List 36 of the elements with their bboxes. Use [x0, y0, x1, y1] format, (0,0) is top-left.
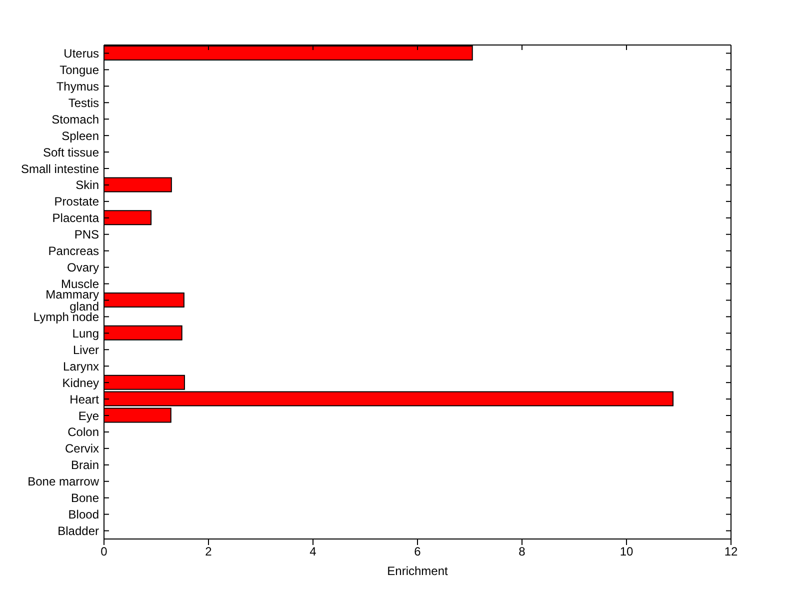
y-tick-label: Heart	[70, 392, 100, 406]
x-axis-title: Enrichment	[387, 564, 449, 578]
x-tick-label: 4	[310, 544, 317, 559]
x-tick-label: 10	[620, 544, 634, 559]
y-tick-label: Blood	[68, 508, 99, 522]
y-tick-label: Placenta	[52, 211, 100, 226]
y-tick-label: Eye	[78, 408, 100, 423]
y-tick-label: Skin	[76, 178, 99, 192]
x-tick-label: 2	[205, 544, 212, 559]
x-tick-label: 8	[518, 544, 526, 559]
y-tick-label: Thymus	[56, 79, 99, 94]
x-tick-label: 0	[100, 544, 108, 559]
y-tick-label: Uterus	[64, 46, 99, 60]
y-tick-label: Cervix	[64, 442, 99, 456]
y-tick-label: Prostate	[54, 194, 100, 209]
x-tick-label: 6	[414, 544, 422, 559]
y-tick-label: Ovary	[66, 260, 99, 275]
y-tick-label: Bone	[70, 491, 100, 506]
y-tick-label: Brain	[70, 458, 99, 472]
x-tick-label: 12	[724, 544, 738, 559]
y-tick-label: Larynx	[62, 359, 99, 374]
y-tick-label: Bone marrow	[28, 474, 100, 489]
y-tick-label: Small intestine	[20, 162, 100, 176]
y-tick-label: Muscle	[60, 277, 100, 292]
y-tick-label: Kidney	[62, 376, 99, 390]
y-tick-label: Pancreas	[48, 244, 99, 258]
y-tick-label: Spleen	[62, 128, 99, 143]
y-tick-label: Colon	[68, 425, 99, 440]
y-tick-label: Bladder	[58, 524, 99, 538]
y-tick-label: Testis	[68, 96, 99, 110]
y-tick-label: Soft tissue	[42, 145, 100, 160]
y-tick-label: Liver	[72, 342, 99, 357]
y-tick-label: PNS	[74, 228, 99, 242]
y-tick-label: Stomach	[52, 112, 99, 126]
y-tick-label: Lung	[72, 326, 99, 340]
y-tick-label: Tongue	[60, 62, 100, 77]
